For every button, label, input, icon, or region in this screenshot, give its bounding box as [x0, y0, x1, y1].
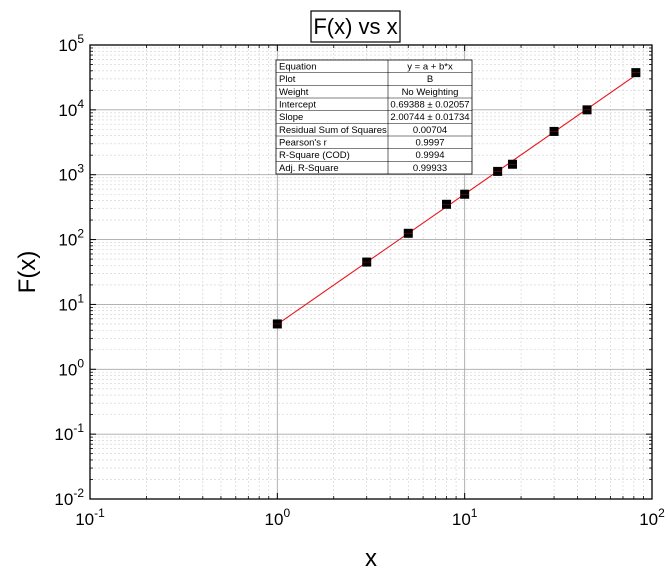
x-tick-label: 102	[639, 506, 665, 529]
stats-row-label: Intercept	[279, 99, 316, 110]
y-tick-label: 10-2	[54, 486, 84, 509]
y-tick-label: 10-1	[54, 421, 84, 444]
stats-row-value: 2.00744 ± 0.01734	[390, 112, 469, 123]
stats-row-label: Weight	[279, 87, 309, 98]
fit-line	[277, 74, 637, 325]
chart-title-frame	[310, 10, 401, 43]
stats-row-value: 0.9997	[415, 137, 444, 148]
stats-row-value: No Weighting	[402, 87, 459, 98]
stats-row-value: 0.00704	[413, 125, 447, 136]
stats-row-value: 0.9994	[415, 150, 444, 161]
x-axis-title: x	[365, 545, 377, 568]
stats-row-label: Slope	[279, 112, 303, 123]
y-tick-label: 101	[58, 291, 84, 314]
plot-frame	[89, 44, 653, 500]
x-tick-label: 100	[265, 506, 291, 529]
y-axis-title: F(x)	[14, 251, 41, 294]
x-tick-label: 10-1	[75, 506, 105, 529]
stats-row-value: B	[427, 74, 433, 85]
stats-row-value: 0.69388 ± 0.02057	[390, 99, 469, 110]
stats-row-value: y = a + b*x	[407, 61, 453, 72]
y-tick-label: 100	[58, 356, 84, 379]
y-tick-label: 104	[58, 97, 84, 120]
y-tick-label: 103	[58, 162, 84, 185]
data-points	[272, 68, 641, 329]
y-tick-label: 105	[58, 32, 84, 55]
y-tick-label: 102	[58, 227, 84, 250]
x-tick-label: 101	[452, 506, 478, 529]
stats-row-label: Plot	[279, 74, 296, 85]
chart-title: F(x) vs x	[313, 14, 397, 39]
stats-row-label: Adj. R-Square	[279, 163, 339, 174]
stats-row-value: 0.99933	[413, 163, 447, 174]
stats-row-label: Residual Sum of Squares	[279, 125, 387, 136]
stats-row-label: R-Square (COD)	[279, 150, 350, 161]
axis-ticks	[89, 44, 653, 500]
y-tick-labels: 10-2 10-1 100 101 102 103 104 105	[54, 32, 84, 509]
x-tick-labels: 10-1 100 101 102	[75, 506, 665, 529]
stats-table-frame	[275, 59, 473, 175]
fit-stats-table: Equation y = a + b*x Plot B Weight No Weighti…	[275, 59, 473, 175]
stats-row-label: Pearson's r	[279, 137, 327, 148]
stats-row-label: Equation	[279, 61, 317, 72]
chart-title-box: F(x) vs x	[310, 10, 401, 43]
